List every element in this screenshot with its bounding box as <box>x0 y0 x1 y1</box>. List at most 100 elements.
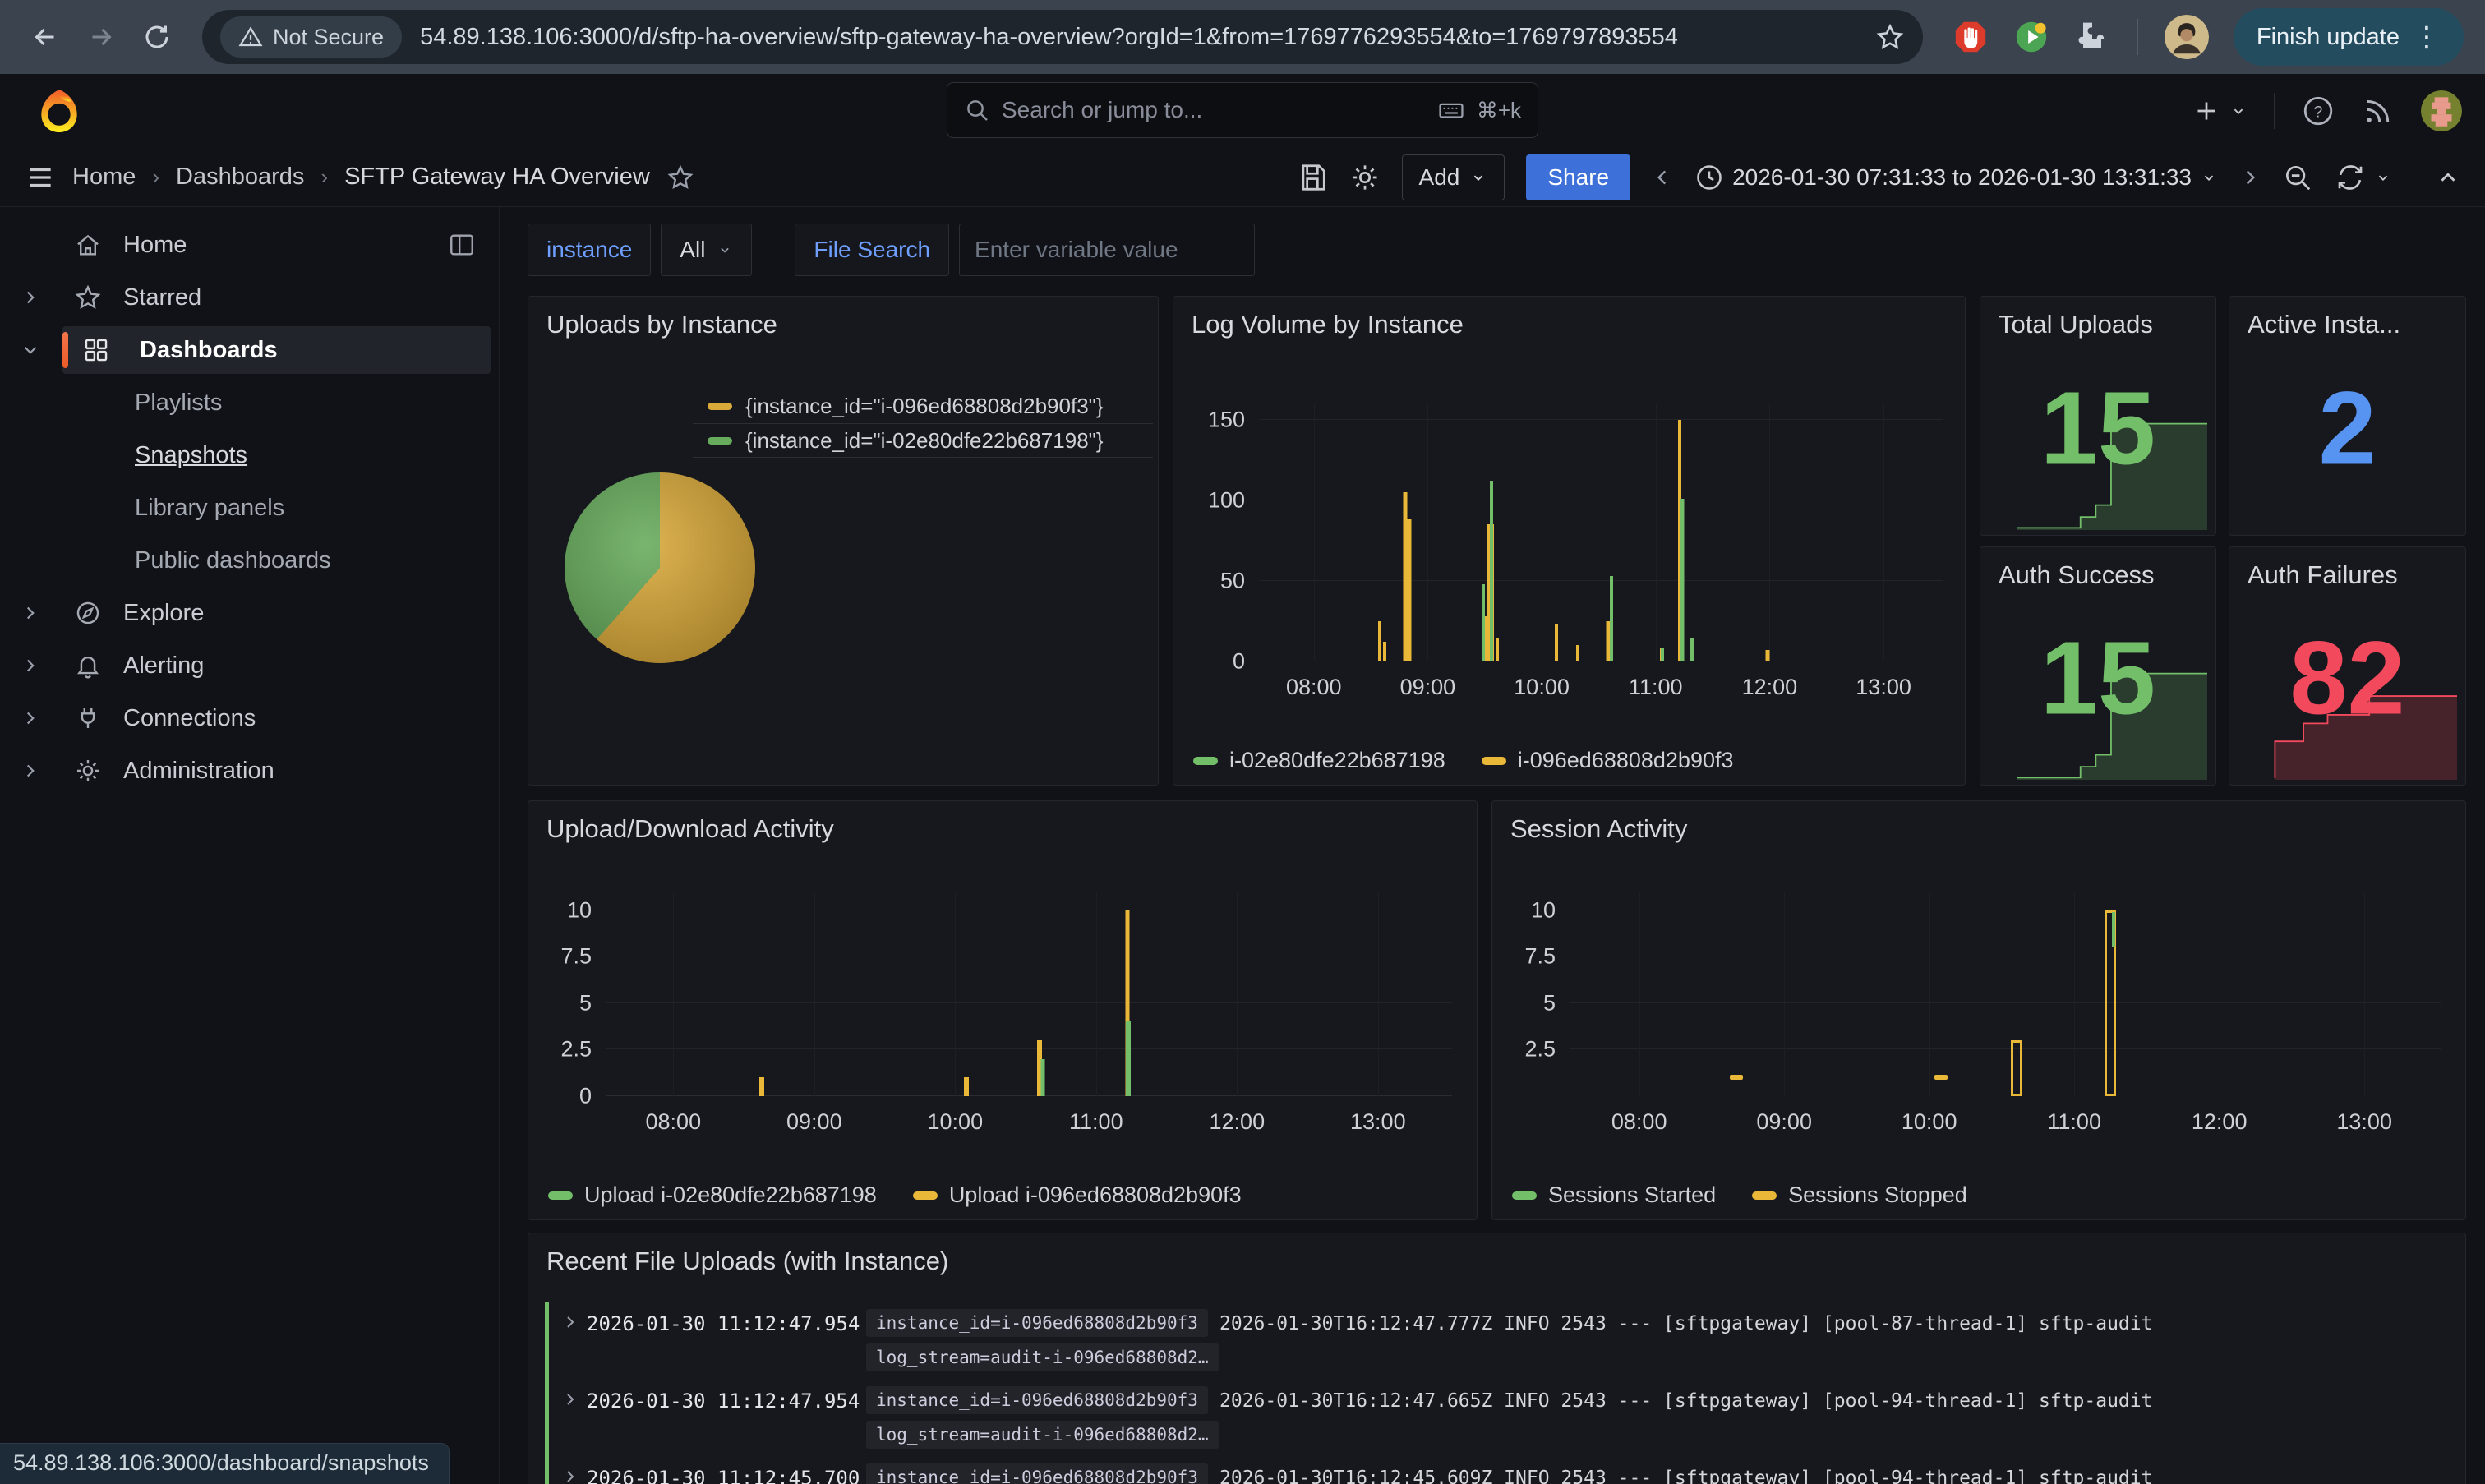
sidebar-item-main[interactable]: Library panels <box>62 484 491 532</box>
time-range-picker[interactable]: 2026-01-30 07:31:33 to 2026-01-30 13:31:… <box>1694 163 2218 192</box>
variable-instance-value-dropdown[interactable]: All <box>661 224 752 276</box>
log-field-badge: log_stream=audit-i-096ed68808d2… <box>866 1343 1219 1371</box>
save-dashboard-icon[interactable] <box>1297 162 1328 193</box>
sidebar-item-playlists[interactable]: Playlists <box>20 376 491 429</box>
sidebar-item-dashboards[interactable]: Dashboards <box>20 324 491 376</box>
legend-item[interactable]: i-02e80dfe22b687198 <box>1193 748 1445 773</box>
chart-plot-area[interactable]: 2.557.51008:0009:0010:0011:0012:0013:00 <box>1570 892 2441 1096</box>
legend-item[interactable]: Sessions Started <box>1512 1182 1716 1208</box>
add-button[interactable]: Add <box>1402 154 1505 200</box>
favorite-star-icon[interactable] <box>666 164 694 191</box>
legend-item[interactable]: Upload i-096ed68808d2b90f3 <box>913 1182 1242 1208</box>
grafana-profile-avatar[interactable] <box>2421 90 2462 131</box>
panel-title[interactable]: Auth Failures <box>2248 560 2398 590</box>
legend-item[interactable]: i-096ed68808d2b90f3 <box>1482 748 1734 773</box>
sidebar-item-snapshots[interactable]: Snapshots <box>20 429 491 482</box>
legend-label: Upload i-02e80dfe22b687198 <box>584 1182 877 1208</box>
add-label: Add <box>1419 164 1460 191</box>
sidebar-item-connections[interactable]: Connections <box>20 692 491 744</box>
sidebar-item-main[interactable]: Connections <box>62 694 491 742</box>
chevron-right-icon[interactable] <box>20 655 62 676</box>
collapse-caret-icon[interactable] <box>2436 165 2460 190</box>
extensions-puzzle-icon[interactable] <box>2071 16 2114 58</box>
url-bar[interactable]: Not Secure 54.89.138.106:3000/d/sftp-ha-… <box>202 10 1923 64</box>
variable-instance-label[interactable]: instance <box>528 224 651 276</box>
dashboard-settings-icon[interactable] <box>1349 162 1381 193</box>
chevron-right-icon[interactable] <box>20 287 62 308</box>
news-rss-icon[interactable] <box>2362 94 2395 127</box>
sidebar-item-main[interactable]: Alerting <box>62 642 491 689</box>
search-box[interactable]: ⌘+k <box>947 82 1538 138</box>
chevron-right-icon[interactable] <box>20 760 62 781</box>
sidebar-item-main[interactable]: Home <box>62 221 491 269</box>
sidebar-item-public-dashboards[interactable]: Public dashboards <box>20 534 491 587</box>
expand-row-icon[interactable] <box>549 1309 587 1332</box>
x-axis-tick: 13:00 <box>1350 1109 1406 1135</box>
refresh-button[interactable] <box>2335 162 2392 193</box>
panel-title[interactable]: Auth Success <box>1999 560 2155 590</box>
panel-title[interactable]: Total Uploads <box>1999 310 2153 339</box>
extension-media-icon[interactable] <box>2010 16 2053 58</box>
sidebar-item-explore[interactable]: Explore <box>20 587 491 639</box>
sidebar-item-starred[interactable]: Starred <box>20 271 491 324</box>
time-back-icon[interactable] <box>1652 167 1673 188</box>
panel-title[interactable]: Active Insta... <box>2248 310 2400 339</box>
panel-title[interactable]: Uploads by Instance <box>546 310 777 339</box>
variable-value-input[interactable] <box>959 224 1255 276</box>
panel-title[interactable]: Upload/Download Activity <box>546 814 834 844</box>
site-security-chip[interactable]: Not Secure <box>220 16 402 58</box>
legend-item[interactable]: Sessions Stopped <box>1752 1182 1967 1208</box>
x-axis-tick: 12:00 <box>1210 1109 1266 1135</box>
expand-row-icon[interactable] <box>549 1463 587 1484</box>
sidebar-item-main[interactable]: Snapshots <box>62 431 491 479</box>
y-axis-tick: 2.5 <box>560 1037 592 1062</box>
sidebar-item-library-panels[interactable]: Library panels <box>20 482 491 534</box>
sidebar-item-main[interactable]: Administration <box>62 747 491 795</box>
zoom-out-icon[interactable] <box>2282 162 2313 193</box>
time-forward-icon[interactable] <box>2239 167 2261 188</box>
reload-button[interactable] <box>133 13 181 61</box>
chevron-down-icon[interactable] <box>20 339 62 361</box>
sidebar-item-main[interactable]: Starred <box>62 274 491 321</box>
pie-legend-item[interactable]: {instance_id="i-096ed68808d2b90f3"} <box>693 389 1153 423</box>
help-icon[interactable]: ? <box>2301 94 2335 128</box>
grafana-logo[interactable] <box>38 87 81 135</box>
pie-legend-item[interactable]: {instance_id="i-02e80dfe22b687198"} <box>693 423 1153 458</box>
sidebar-item-main[interactable]: Dashboards <box>62 326 491 374</box>
bookmark-star-icon[interactable] <box>1875 22 1905 52</box>
legend-item[interactable]: Upload i-02e80dfe22b687198 <box>548 1182 877 1208</box>
log-row[interactable]: 2026-01-30 11:12:47.954instance_id=i-096… <box>545 1380 2447 1457</box>
share-button[interactable]: Share <box>1526 154 1630 200</box>
panel-title[interactable]: Session Activity <box>1510 814 1687 844</box>
expand-row-icon[interactable] <box>549 1386 587 1409</box>
dock-sidebar-icon[interactable] <box>448 231 476 259</box>
breadcrumb-dashboards[interactable]: Dashboards <box>176 164 304 191</box>
breadcrumb-home[interactable]: Home <box>72 164 136 191</box>
log-row[interactable]: 2026-01-30 11:12:45.700instance_id=i-096… <box>545 1457 2447 1484</box>
browser-profile-avatar[interactable] <box>2165 15 2209 59</box>
sidebar-item-alerting[interactable]: Alerting <box>20 639 491 692</box>
search-input[interactable] <box>1002 97 1426 123</box>
panel-title[interactable]: Log Volume by Instance <box>1192 310 1464 339</box>
chart-legend: Sessions Started Sessions Stopped <box>1512 1182 1967 1208</box>
log-row[interactable]: 2026-01-30 11:12:47.954instance_id=i-096… <box>545 1302 2447 1380</box>
panel-title[interactable]: Recent File Uploads (with Instance) <box>546 1247 948 1276</box>
finish-update-button[interactable]: Finish update ⋮ <box>2234 8 2464 66</box>
sidebar-item-main[interactable]: Explore <box>62 589 491 637</box>
back-button[interactable] <box>21 13 69 61</box>
chart-plot-area[interactable]: 02.557.51008:0009:0010:0011:0012:0013:00 <box>606 892 1452 1096</box>
chevron-right-icon[interactable] <box>20 707 62 729</box>
sidebar-item-main[interactable]: Playlists <box>62 379 491 426</box>
extension-blocker-icon[interactable] <box>1949 16 1992 58</box>
variable-file-search-label[interactable]: File Search <box>795 224 949 276</box>
new-dashboard-button[interactable] <box>2192 96 2248 126</box>
browser-menu-icon[interactable]: ⋮ <box>2413 23 2441 51</box>
chevron-right-icon[interactable] <box>20 602 62 624</box>
chart-plot-area[interactable]: 05010015008:0009:0010:0011:0012:0013:00 <box>1260 403 1943 661</box>
sidebar-item-administration[interactable]: Administration <box>20 744 491 797</box>
stat-value: 15 <box>2040 618 2155 737</box>
mega-menu-icon[interactable] <box>25 162 56 193</box>
sidebar-item-home[interactable]: Home <box>20 219 491 271</box>
sidebar-item-main[interactable]: Public dashboards <box>62 537 491 584</box>
forward-button[interactable] <box>77 13 125 61</box>
